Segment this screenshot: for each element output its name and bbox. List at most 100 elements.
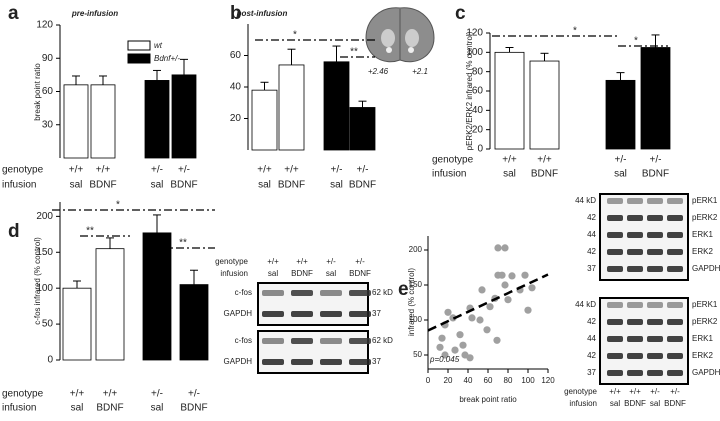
- blot-band-label: ERK2: [692, 351, 713, 360]
- blot-kd-label: 44 kD: [575, 196, 596, 205]
- y-tick-label: 80: [472, 66, 484, 77]
- bar: [144, 80, 170, 159]
- point: [508, 272, 516, 280]
- blot-band: [667, 232, 683, 238]
- blot-band: [667, 353, 683, 359]
- y-tick-label: 30: [42, 119, 54, 130]
- bar: [640, 47, 671, 150]
- significance-mark: **: [86, 226, 94, 237]
- x-tick-label: 100: [521, 376, 535, 385]
- significance-mark: **: [179, 238, 187, 249]
- blot-band: [320, 359, 342, 365]
- blot-band: [667, 302, 683, 308]
- blot-band: [647, 353, 663, 359]
- y-tick-label: 60: [472, 86, 484, 97]
- infusion-label: BDNF: [642, 169, 669, 180]
- genotype-label: +/-: [615, 155, 627, 166]
- y-tick-label: 90: [42, 53, 54, 64]
- blot-band: [349, 359, 371, 365]
- panel-letter: a: [8, 3, 19, 24]
- blot-band: [607, 336, 623, 342]
- blot-band-label: ERK1: [692, 230, 713, 239]
- point: [483, 326, 491, 334]
- y-axis-label: pERK2/ERK2 infrared (% control): [465, 31, 474, 150]
- lane-infusion: BDNF: [664, 399, 686, 408]
- infusion-label: sal: [503, 169, 516, 180]
- infusion-label: BDNF: [531, 169, 558, 180]
- panel-letter: e: [398, 279, 409, 300]
- point: [486, 303, 494, 311]
- x-tick-label: 120: [541, 376, 555, 385]
- blot-band: [667, 336, 683, 342]
- infusion-label: sal: [151, 180, 164, 191]
- y-tick-label: 150: [409, 280, 423, 289]
- y-tick-label: 100: [466, 47, 483, 58]
- infusion-label: BDNF: [180, 403, 207, 414]
- y-tick-label: 50: [42, 319, 54, 330]
- y-tick-label: 20: [230, 113, 242, 124]
- bar: [179, 284, 209, 361]
- point: [524, 306, 532, 314]
- bar: [605, 79, 636, 150]
- blot-band: [291, 359, 313, 365]
- blot-band: [349, 290, 371, 296]
- point: [451, 346, 459, 354]
- bar: [62, 287, 92, 361]
- blot-kd-label: 44 kD: [575, 300, 596, 309]
- bar: [251, 89, 278, 151]
- blot-band: [607, 319, 623, 325]
- row-label: genotype: [564, 387, 597, 396]
- brain-section-label: +2.46: [368, 67, 389, 76]
- significance-mark: *: [634, 36, 638, 47]
- blot-frame: [257, 282, 369, 326]
- blot-kd-label: 44: [587, 230, 596, 239]
- point: [528, 284, 536, 292]
- bar: [494, 51, 525, 150]
- blot-band-label: pERK2: [692, 213, 718, 222]
- bar: [95, 248, 125, 361]
- bar: [90, 84, 116, 159]
- blot-band: [291, 290, 313, 296]
- row-label: genotype: [432, 155, 474, 166]
- row-label: genotype: [215, 257, 248, 266]
- blot-band: [647, 232, 663, 238]
- lane-genotype: +/-: [326, 257, 336, 266]
- blot-kd-label: 37: [372, 309, 381, 318]
- genotype-label: +/-: [188, 389, 200, 400]
- blot-band: [607, 232, 623, 238]
- blot-kd-label: 37: [587, 368, 596, 377]
- point: [459, 341, 467, 349]
- bar: [142, 232, 172, 361]
- y-tick-label: 0: [47, 355, 53, 366]
- point: [494, 271, 502, 279]
- y-tick-label: 40: [472, 105, 484, 116]
- lane-infusion: sal: [268, 269, 278, 278]
- point: [436, 343, 444, 351]
- blot-band: [667, 319, 683, 325]
- infusion-label: sal: [330, 180, 343, 191]
- y-tick-label: 20: [472, 124, 484, 135]
- significance-mark: *: [573, 26, 577, 37]
- blot-band: [607, 249, 623, 255]
- y-tick-label: 0: [477, 144, 483, 155]
- blot-band: [647, 302, 663, 308]
- y-tick-label: 200: [36, 211, 53, 222]
- genotype-label: +/-: [151, 165, 163, 176]
- blot-band: [291, 311, 313, 317]
- x-tick-label: 20: [444, 376, 453, 385]
- infusion-label: sal: [258, 180, 271, 191]
- annotation: p=0.045: [429, 355, 460, 364]
- significance-mark: **: [350, 47, 358, 58]
- y-tick-label: 60: [230, 50, 242, 61]
- blot-frame: [257, 330, 369, 374]
- y-tick-label: 120: [466, 28, 483, 39]
- legend-label: Bdnf+/-: [154, 54, 180, 63]
- point: [478, 286, 486, 294]
- point: [494, 244, 502, 252]
- blot-band: [647, 370, 663, 376]
- blot-band: [349, 338, 371, 344]
- blot-band: [667, 249, 683, 255]
- point: [438, 334, 446, 342]
- genotype-label: +/-: [357, 165, 369, 176]
